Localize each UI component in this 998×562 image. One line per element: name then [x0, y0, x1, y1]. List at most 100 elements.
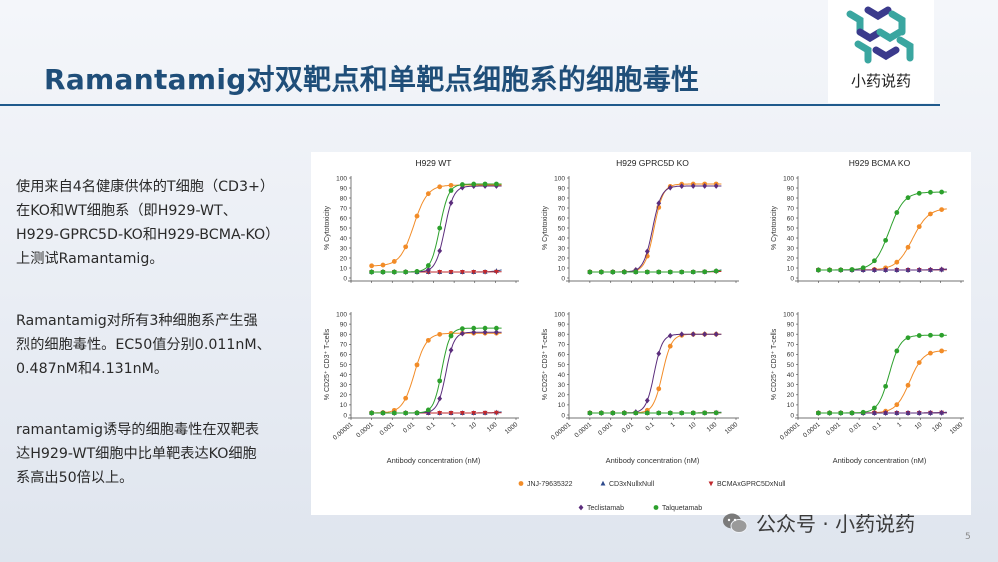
- y-tick-label: 20: [340, 255, 348, 262]
- y-axis-label: % CD25⁺ CD3⁺ T-cells: [542, 328, 549, 400]
- wechat-icon: [723, 513, 748, 533]
- data-point: [815, 410, 821, 416]
- data-point: [667, 332, 673, 339]
- data-point: [702, 183, 708, 189]
- series-line: [371, 332, 502, 414]
- data-point: [459, 182, 465, 187]
- data-point: [437, 184, 443, 190]
- data-point: [380, 262, 386, 268]
- y-tick-label: 80: [558, 332, 566, 339]
- y-tick-label: 0: [561, 412, 565, 419]
- data-point: [916, 360, 922, 365]
- data-point: [702, 331, 708, 338]
- series-line: [371, 331, 502, 414]
- data-point: [448, 188, 454, 193]
- data-point: [713, 331, 719, 338]
- y-tick-label: 10: [787, 402, 795, 409]
- y-tick-label: 30: [787, 245, 795, 252]
- legend-label: CD3xNullxNull: [609, 481, 655, 488]
- data-point: [448, 182, 454, 188]
- y-tick-label: 80: [787, 195, 795, 202]
- paragraph-line: 达H929-WT细胞中比单靶表达KO细胞: [16, 446, 257, 462]
- data-point: [587, 269, 593, 275]
- data-point: [610, 410, 616, 416]
- y-tick-label: 30: [787, 382, 795, 389]
- x-tick-label: 100: [486, 421, 499, 434]
- y-tick-label: 0: [343, 412, 347, 419]
- x-tick-label: 0.1: [871, 421, 883, 432]
- data-point: [928, 332, 933, 338]
- paragraph-line: 烈的细胞毒性。EC50值分别0.011nM、: [16, 337, 271, 353]
- legend-label: Talquetamab: [662, 505, 702, 512]
- series-line: [589, 333, 722, 414]
- series-line: [818, 208, 947, 271]
- x-tick-label: 1: [896, 421, 904, 429]
- data-point: [667, 343, 673, 349]
- paragraph-1: 使用来自4名健康供体的T细胞（CD3+） 在KO和WT细胞系（即H929-WT、…: [16, 175, 306, 271]
- data-point: [471, 269, 477, 275]
- x-tick-label: 0.01: [402, 421, 416, 435]
- data-point: [838, 267, 844, 273]
- y-tick-label: 20: [558, 392, 566, 399]
- data-point: [690, 410, 696, 416]
- data-point: [380, 410, 386, 416]
- series-line: [589, 185, 722, 273]
- data-point: [883, 383, 889, 389]
- data-point: [690, 331, 696, 338]
- y-tick-label: 10: [340, 265, 348, 272]
- x-tick-label: 1: [669, 421, 677, 429]
- data-point: [928, 211, 933, 217]
- data-point: [459, 326, 465, 332]
- paragraph-line: ramantamig诱导的细胞毒性在双靶表: [16, 422, 260, 438]
- data-point: [587, 410, 593, 416]
- legend-marker: [578, 504, 584, 511]
- data-point: [621, 410, 627, 416]
- data-point: [939, 189, 945, 195]
- y-tick-label: 80: [340, 332, 348, 339]
- paragraph-line: Ramantamig对所有3种细胞系产生强: [16, 313, 258, 329]
- series-line: [371, 184, 502, 267]
- y-tick-label: 90: [787, 321, 795, 328]
- data-point: [448, 333, 454, 339]
- y-tick-label: 20: [787, 255, 795, 262]
- data-point: [437, 331, 443, 337]
- data-point: [471, 325, 477, 331]
- y-tick-label: 100: [783, 311, 794, 318]
- y-tick-label: 40: [558, 372, 566, 379]
- x-tick-label: 0.001: [379, 421, 396, 437]
- data-point: [644, 397, 650, 404]
- y-tick-label: 50: [787, 225, 795, 232]
- data-point: [482, 325, 488, 331]
- y-tick-label: 60: [558, 352, 566, 359]
- series-line: [589, 269, 722, 273]
- data-point: [471, 410, 477, 416]
- data-point: [916, 224, 922, 230]
- data-point: [894, 259, 900, 265]
- y-tick-label: 10: [340, 402, 348, 409]
- data-point: [679, 269, 685, 275]
- data-point: [656, 269, 662, 275]
- data-point: [448, 347, 454, 353]
- data-point: [656, 410, 662, 416]
- y-tick-label: 70: [340, 205, 348, 212]
- x-tick-label: 100: [706, 421, 719, 434]
- y-tick-label: 0: [561, 275, 565, 282]
- y-tick-label: 10: [787, 265, 795, 272]
- y-tick-label: 40: [787, 235, 795, 242]
- data-point: [690, 269, 696, 275]
- data-point: [872, 267, 877, 273]
- data-point: [928, 266, 933, 273]
- data-point: [448, 199, 454, 206]
- x-axis-label: Antibody concentration (nM): [833, 456, 927, 465]
- dose-response-figure: 0 10 20 30 40 50 60 70 80 90 100 H929 WT% Cytotoxic…: [311, 152, 971, 515]
- data-point: [414, 213, 420, 219]
- series-line: [818, 350, 947, 414]
- data-point: [883, 237, 889, 243]
- x-tick-label: 1000: [504, 421, 520, 436]
- y-tick-label: 40: [340, 235, 348, 242]
- y-tick-label: 90: [340, 185, 348, 192]
- y-tick-label: 80: [558, 195, 566, 202]
- data-point: [403, 410, 409, 416]
- x-tick-label: 0.01: [621, 421, 635, 435]
- paragraph-2: Ramantamig对所有3种细胞系产生强 烈的细胞毒性。EC50值分别0.01…: [16, 309, 306, 381]
